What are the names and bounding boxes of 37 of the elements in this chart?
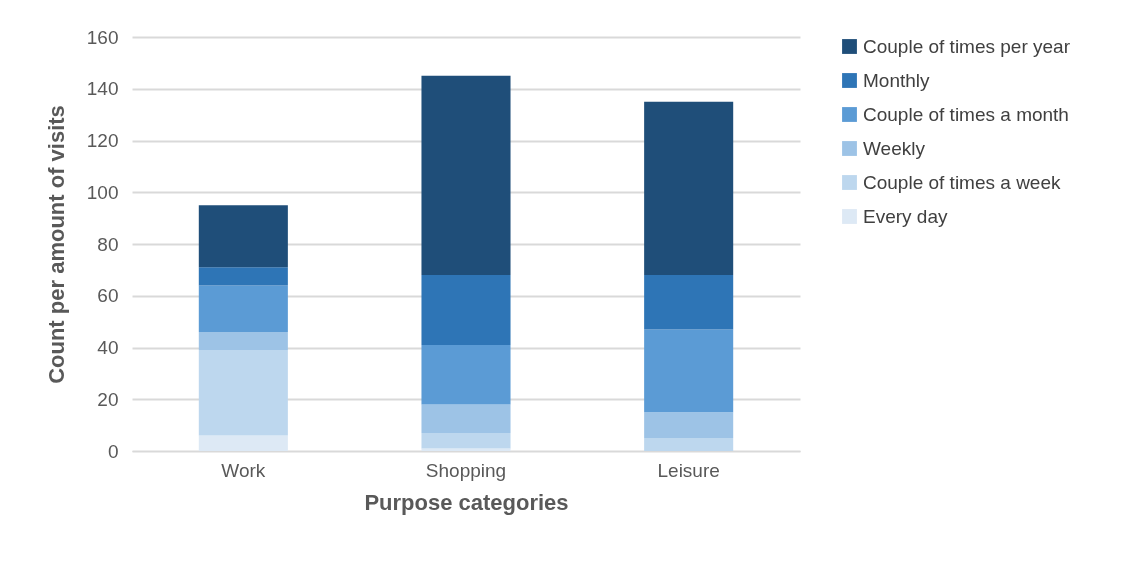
y-tick-label: 20	[97, 388, 119, 410]
legend-label: Every day	[863, 205, 948, 227]
bar	[421, 275, 511, 345]
legend-label: Couple of times a month	[863, 103, 1069, 125]
x-tick-label: Leisure	[657, 459, 720, 481]
bar	[198, 435, 288, 451]
bar	[198, 267, 288, 286]
bar	[421, 448, 511, 451]
bar	[421, 344, 511, 405]
y-tick-label: 120	[86, 130, 119, 151]
y-tick-label: 60	[97, 285, 119, 307]
legend-label: Couple of times a week	[863, 171, 1061, 193]
bar	[198, 285, 288, 332]
bar	[198, 331, 288, 351]
y-tick-label: 80	[97, 233, 119, 255]
bar	[421, 432, 511, 449]
y-tick-label: 100	[86, 181, 119, 203]
y-tick-label: 40	[97, 337, 119, 358]
legend-label: Weekly	[863, 137, 926, 159]
bar	[644, 329, 734, 413]
legend-label: Couple of times per year	[863, 35, 1071, 57]
y-tick-label: 140	[86, 78, 119, 100]
y-axis-title: Count per amount of visits	[43, 105, 69, 384]
bar	[644, 275, 734, 330]
x-tick-label: Work	[221, 459, 266, 481]
bar	[198, 350, 288, 436]
legend-label: Monthly	[863, 69, 931, 91]
bar	[421, 75, 511, 276]
bar	[644, 412, 734, 439]
y-tick-label: 0	[107, 440, 119, 462]
y-tick-label: 160	[86, 26, 119, 48]
x-axis-title: Purpose categories	[364, 489, 569, 515]
bar	[644, 438, 734, 451]
x-tick-label: Shopping	[425, 459, 507, 481]
bar	[644, 101, 734, 276]
bar	[198, 205, 288, 268]
bar	[421, 404, 511, 433]
